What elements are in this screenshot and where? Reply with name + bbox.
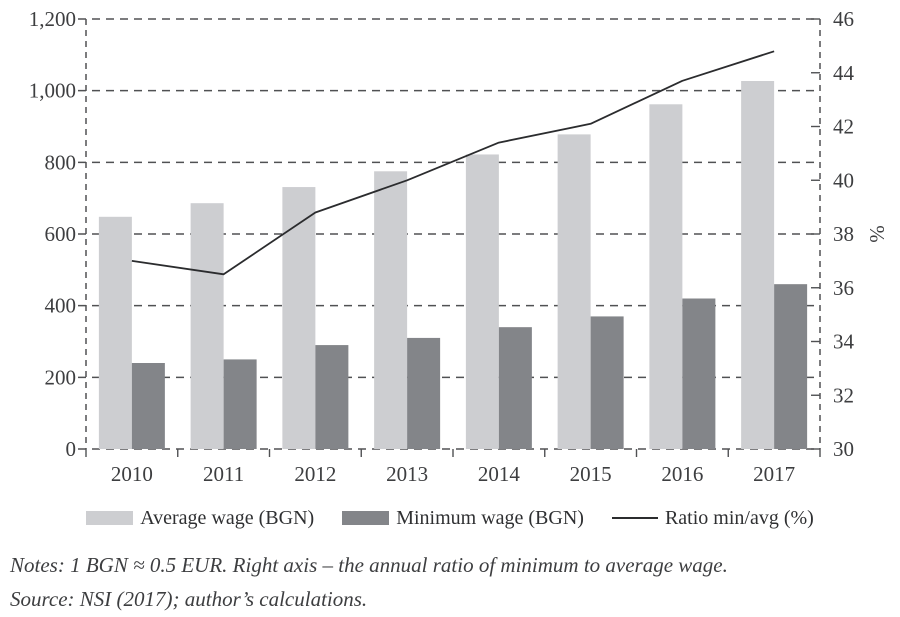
average-wage-swatch [86,511,134,525]
left-axis-tick-label: 400 [45,294,77,318]
chart-legend: Average wage (BGN) Minimum wage (BGN) Ra… [0,506,900,530]
minimum-wage-bgn-bar-2015 [590,316,624,449]
right-axis-tick-label: 36 [833,276,854,300]
minimum-wage-bgn-bar-2011 [223,359,257,449]
right-axis-tick-label: 34 [833,330,855,354]
average-wage-bgn-bar-2013 [374,171,408,449]
right-axis-title: % [865,225,889,243]
legend-item-minimum-wage: Minimum wage (BGN) [342,507,584,530]
x-axis-category-label: 2011 [203,462,244,486]
x-axis-category-label: 2012 [294,462,336,486]
legend-item-average-wage: Average wage (BGN) [86,507,314,530]
average-wage-bgn-bar-2014 [465,154,499,449]
left-axis-tick-label: 200 [45,365,77,389]
chart-notes: Notes: 1 BGN ≈ 0.5 EUR. Right axis – the… [10,548,890,616]
left-axis-tick-label: 0 [66,437,77,461]
legend-label-average-wage: Average wage (BGN) [140,506,315,529]
minimum-wage-bgn-bar-2016 [682,298,716,449]
left-axis-tick-label: 800 [45,150,77,174]
notes-line: Notes: 1 BGN ≈ 0.5 EUR. Right axis – the… [10,553,728,577]
minimum-wage-bgn-bar-2017 [774,284,808,449]
legend-item-ratio: Ratio min/avg (%) [611,506,814,530]
x-axis-category-label: 2014 [478,462,521,486]
average-wage-bgn-bar-2012 [282,187,316,449]
source-line: Source: NSI (2017); author’s calculation… [10,587,368,611]
minimum-wage-bgn-bar-2013 [407,337,441,449]
x-axis-category-label: 2015 [570,462,612,486]
x-axis-category-label: 2016 [661,462,703,486]
right-axis-tick-label: 30 [833,437,854,461]
minimum-wage-swatch [342,511,390,525]
legend-label-minimum-wage: Minimum wage (BGN) [396,506,584,529]
ratio-line [131,50,775,276]
right-axis-tick-label: 38 [833,222,854,246]
right-axis-tick-label: 32 [833,383,854,407]
x-axis-category-label: 2017 [753,462,795,486]
ratio-line-swatch [611,517,658,519]
average-wage-bgn-bar-2010 [98,216,132,449]
left-axis-tick-label: 1,200 [29,7,76,31]
left-axis-tick-label: 1,000 [29,79,76,103]
average-wage-bgn-bar-2015 [557,134,591,449]
right-axis-tick-label: 44 [833,61,855,85]
minimum-wage-bgn-bar-2010 [131,363,165,449]
right-axis-tick-label: 40 [833,168,854,192]
x-axis-category-label: 2013 [386,462,428,486]
wage-chart: 46 44 42 40 38 36 34 32 30 1,200 1,000 800 600 400 200… [29,7,889,486]
average-wage-bgn-bar-2011 [190,203,224,449]
left-axis-tick-label: 600 [45,222,77,246]
right-axis-tick-label: 42 [833,115,854,139]
legend-label-ratio: Ratio min/avg (%) [664,506,814,529]
right-axis-tick-label: 46 [833,7,854,31]
x-axis-category-label: 2010 [111,462,153,486]
average-wage-bgn-bar-2017 [741,80,775,449]
average-wage-bgn-bar-2016 [649,104,683,450]
minimum-wage-bgn-bar-2012 [315,345,349,449]
minimum-wage-bgn-bar-2014 [498,327,532,449]
